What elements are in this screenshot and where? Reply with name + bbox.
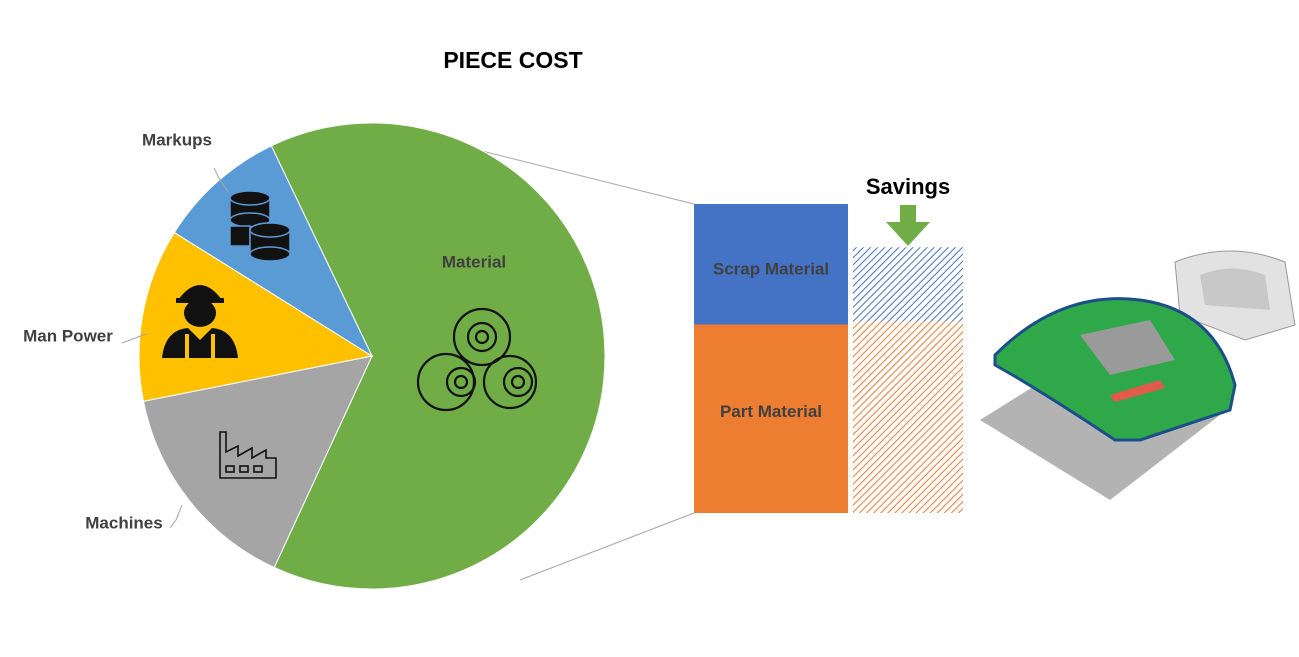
zoom-line xyxy=(519,512,695,581)
bar-segment xyxy=(853,247,963,322)
segment-label: Scrap Material xyxy=(713,260,829,279)
slice-label: Markups xyxy=(142,130,212,149)
slice-label: Machines xyxy=(85,513,162,532)
worker-icon xyxy=(162,285,238,358)
hood-illustration xyxy=(980,250,1296,500)
stacked-bars: Part Material Scrap Material xyxy=(694,204,963,513)
leader-line xyxy=(213,167,229,193)
rolls-icon xyxy=(416,307,538,412)
annotation: Savings xyxy=(866,174,950,199)
segment-label: Part Material xyxy=(720,402,822,421)
savings-arrow xyxy=(886,205,930,246)
leader-line xyxy=(169,504,183,529)
leader-line xyxy=(121,333,147,344)
bar-segment xyxy=(694,324,848,513)
coins-icon xyxy=(229,190,291,262)
slice-label: Material xyxy=(442,252,506,271)
bar-segment xyxy=(853,321,963,513)
pie-slice xyxy=(138,231,374,402)
slice-label: Man Power xyxy=(23,326,113,345)
zoom-line xyxy=(469,147,695,205)
pie-slice xyxy=(142,355,373,569)
bar-segment xyxy=(694,204,848,325)
factory-icon xyxy=(219,431,277,479)
chart-title: PIECE COST xyxy=(443,47,582,73)
